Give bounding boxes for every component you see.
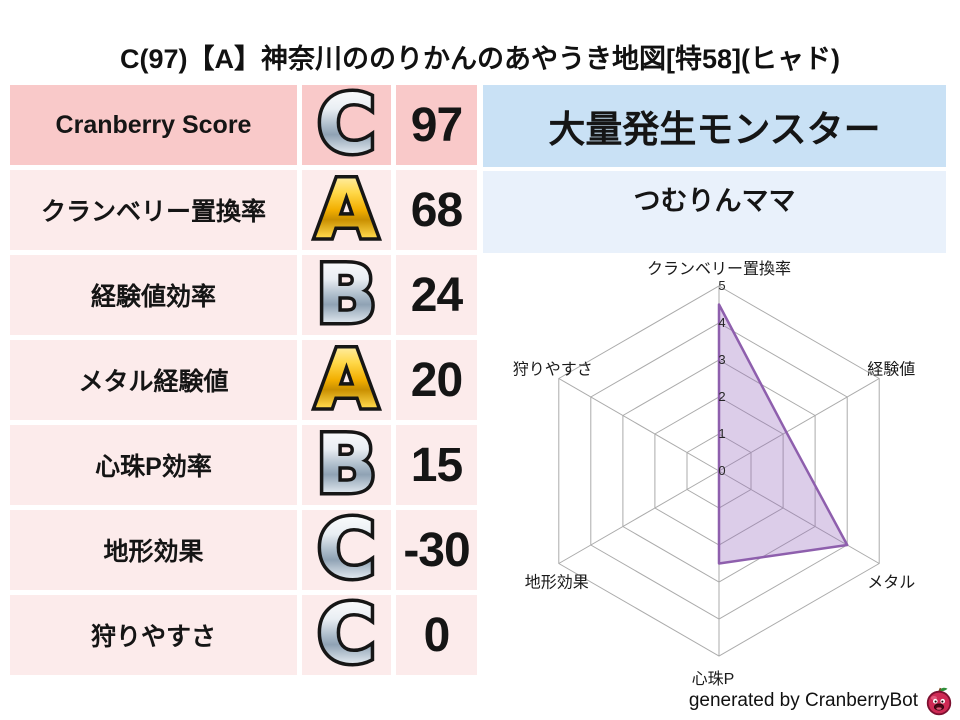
stat-label: クランベリー置換率	[10, 170, 297, 250]
radar-tick-label: 4	[718, 315, 725, 330]
grade-badge-silver: BB	[313, 418, 381, 511]
stat-value: 24	[396, 255, 477, 335]
radar-axis-label: メタル	[867, 574, 915, 592]
radar-tick-label: 2	[718, 389, 725, 404]
stat-label: 狩りやすさ	[10, 595, 297, 675]
grade-cell: CC	[302, 503, 391, 596]
radar-axis-label: 経験値	[867, 361, 915, 379]
grade-cell: BB	[302, 418, 391, 511]
radar-axis-label: 地形効果	[525, 574, 589, 592]
grade-letter: A	[315, 333, 378, 426]
grade-letter-outline: C	[314, 588, 380, 681]
grade-badge-gold: AA	[312, 333, 381, 426]
radar-axis-spoke	[718, 470, 880, 564]
radar-axis-label: クランベリー置換率	[647, 260, 791, 278]
grade-letter-outline: A	[312, 333, 381, 426]
grade-cell: AA	[302, 333, 391, 426]
stat-label: メタル経験値	[10, 340, 297, 420]
stat-value: 20	[396, 340, 477, 420]
grade-cell: AA	[302, 163, 391, 256]
grade-letter-outline: B	[313, 248, 381, 341]
cranberry-mascot-icon	[926, 687, 952, 716]
grade-letter: B	[316, 248, 377, 341]
radar-tick-label: 3	[718, 352, 725, 367]
grade-letter-outline: C	[314, 78, 380, 171]
footer-credit-text: generated by CranberryBot	[688, 690, 918, 711]
stat-label: 経験値効率	[10, 255, 297, 335]
stat-value: 15	[396, 425, 477, 505]
grade-badge-silver: BB	[313, 248, 381, 341]
grade-cell: CC	[302, 78, 391, 171]
grade-letter: C	[317, 588, 376, 681]
grade-letter: C	[317, 78, 376, 171]
monster-panel-header: 大量発生モンスター	[483, 85, 946, 167]
stat-value: 0	[396, 595, 477, 675]
grade-badge-silver: CC	[314, 588, 380, 681]
radar-axis-spoke	[558, 470, 720, 564]
grade-letter: A	[315, 163, 378, 256]
grade-letter: B	[316, 418, 377, 511]
stat-value: 97	[396, 85, 477, 165]
grade-cell: BB	[302, 248, 391, 341]
stat-value: 68	[396, 170, 477, 250]
grade-badge-gold: AA	[312, 163, 381, 256]
grade-letter-outline: B	[313, 418, 381, 511]
grade-letter-outline: C	[314, 503, 380, 596]
stat-label: Cranberry Score	[10, 85, 297, 165]
grade-cell: CC	[302, 588, 391, 681]
footer-credit: generated by CranberryBot	[689, 686, 954, 716]
page-title: C(97)【A】神奈川ののりかんのあやうき地図[特58](ヒャド)	[119, 44, 840, 74]
radar-axis-spoke	[718, 378, 880, 472]
radar-axis-label: 狩りやすさ	[513, 361, 593, 379]
stat-label: 地形効果	[10, 510, 297, 590]
radar-axis-label: 心珠P	[692, 670, 735, 688]
grade-badge-silver: CC	[314, 78, 380, 171]
grade-letter: C	[317, 503, 376, 596]
radar-tick-label: 5	[718, 278, 725, 293]
radar-tick-label: 0	[718, 463, 725, 478]
stats-table: Cranberry ScoreCC97クランベリー置換率AA68経験値効率BB2…	[10, 78, 477, 681]
radar-axis-spoke	[558, 378, 720, 472]
stat-value: -30	[396, 510, 477, 590]
grade-badge-silver: CC	[314, 503, 380, 596]
radar-tick-label: 1	[718, 426, 725, 441]
grade-letter-outline: A	[312, 163, 381, 256]
radar-data-polygon	[717, 303, 849, 565]
monster-name: つむりんママ	[483, 171, 946, 253]
stat-label: 心珠P効率	[10, 425, 297, 505]
